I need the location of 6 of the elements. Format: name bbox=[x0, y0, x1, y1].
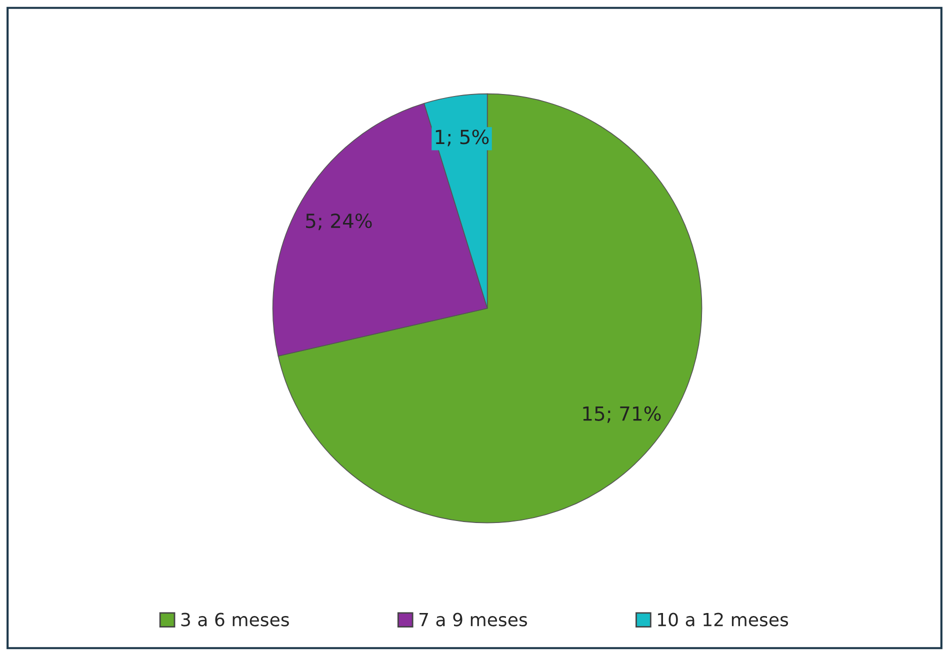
legend-label: 7 a 9 meses bbox=[419, 612, 527, 626]
data-label: 5; 24% bbox=[306, 213, 372, 230]
data-label: 15; 71% bbox=[583, 406, 661, 423]
data-label: 1; 5% bbox=[436, 130, 489, 146]
legend-label: 3 a 6 meses bbox=[181, 612, 289, 626]
legend-label: 10 a 12 meses bbox=[658, 612, 788, 626]
